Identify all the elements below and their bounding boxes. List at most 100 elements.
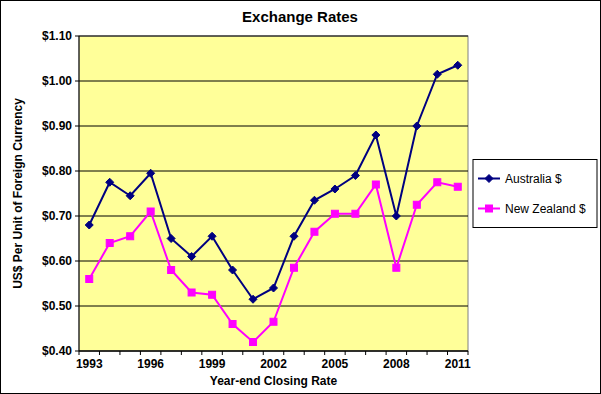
marker-square [270, 318, 277, 325]
x-tick [365, 351, 366, 355]
y-tick [75, 306, 79, 307]
x-tick [140, 351, 141, 355]
x-tick [283, 351, 284, 355]
y-tick-label: $0.80 [42, 164, 72, 178]
marker-diamond [85, 221, 93, 229]
x-tick [181, 351, 182, 355]
marker-square [413, 201, 420, 208]
grid-line [79, 261, 468, 262]
y-axis [79, 36, 80, 351]
grid-line [79, 306, 468, 307]
x-tick-label: 2008 [383, 357, 410, 371]
grid-line [79, 36, 468, 37]
plot-area [79, 36, 468, 351]
marker-diamond [433, 70, 441, 78]
marker-square [331, 210, 338, 217]
y-tick-label: $0.40 [42, 344, 72, 358]
x-tick [324, 351, 325, 355]
marker-diamond [413, 122, 421, 130]
series-line [89, 65, 458, 299]
x-tick [447, 351, 448, 355]
marker-diamond [249, 295, 257, 303]
y-tick [75, 36, 79, 37]
y-tick-label: $1.10 [42, 29, 72, 43]
marker-square [188, 289, 195, 296]
marker-diamond [188, 253, 196, 261]
chart: $0.40 $0.50 $0.60 $0.70 $0.80 $0.90 $1.00 $1.10… [0, 0, 601, 394]
marker-square [168, 267, 175, 274]
marker-diamond [167, 235, 175, 243]
marker-square [372, 181, 379, 188]
marker-diamond [392, 212, 400, 220]
marker-square [454, 183, 461, 190]
x-tick [79, 351, 80, 355]
marker-square [86, 276, 93, 283]
grid-line [79, 351, 468, 352]
marker-square [352, 210, 359, 217]
marker-square [290, 264, 297, 271]
marker-diamond [485, 175, 493, 183]
y-tick [75, 171, 79, 172]
marker-square [229, 321, 236, 328]
x-tick-label: 1996 [137, 357, 164, 371]
marker-diamond [290, 232, 298, 240]
x-tick [99, 351, 100, 355]
y-tick [75, 216, 79, 217]
marker-diamond [270, 284, 278, 292]
marker-diamond [310, 196, 318, 204]
legend-label: New Zealand $ [505, 202, 586, 216]
x-tick [304, 351, 305, 355]
marker-diamond [106, 178, 114, 186]
legend-box [473, 160, 597, 228]
marker-square [250, 339, 257, 346]
marker-diamond [208, 232, 216, 240]
x-tick-label: 1999 [199, 357, 226, 371]
y-axis-label: US$ Per Unit of Foreign Currency [11, 98, 25, 289]
y-tick-label: $0.60 [42, 254, 72, 268]
grid-line [79, 216, 468, 217]
y-tick-label: $0.70 [42, 209, 72, 223]
x-tick [119, 351, 120, 355]
y-tick-label: $1.00 [42, 74, 72, 88]
x-tick [201, 351, 202, 355]
marker-diamond [351, 172, 359, 180]
title: Exchange Rates [242, 8, 358, 25]
marker-square [393, 264, 400, 271]
plot-marks [85, 61, 462, 345]
y-tick-label: $0.90 [42, 119, 72, 133]
grid-line [79, 171, 468, 172]
x-tick-label: 2005 [322, 357, 349, 371]
marker-square [147, 208, 154, 215]
marker-square [127, 233, 134, 240]
series-line [89, 182, 458, 342]
marker-square [106, 240, 113, 247]
y-tick-label: $0.50 [42, 299, 72, 313]
x-tick [386, 351, 387, 355]
y-tick [75, 81, 79, 82]
x-tick [242, 351, 243, 355]
y-tick [75, 126, 79, 127]
marker-diamond [229, 266, 237, 274]
marker-square [434, 179, 441, 186]
x-tick [160, 351, 161, 355]
marker-square [311, 228, 318, 235]
marker-square [209, 291, 216, 298]
x-axis [79, 351, 468, 352]
x-axis-label: Year-end Closing Rate [210, 374, 338, 388]
marker-square [486, 205, 493, 212]
x-tick [263, 351, 264, 355]
chart-border [1, 1, 601, 394]
grid-line [79, 81, 468, 82]
y-tick [75, 351, 79, 352]
legend: Australia $New Zealand $ [473, 160, 597, 228]
x-tick-label: 2011 [445, 357, 471, 371]
x-tick-label: 2002 [260, 357, 287, 371]
x-tick-label: 1993 [76, 357, 103, 371]
marker-diamond [331, 185, 339, 193]
x-tick [345, 351, 346, 355]
x-tick [468, 351, 469, 355]
x-tick [427, 351, 428, 355]
x-tick [222, 351, 223, 355]
marker-diamond [147, 169, 155, 177]
x-tick [406, 351, 407, 355]
